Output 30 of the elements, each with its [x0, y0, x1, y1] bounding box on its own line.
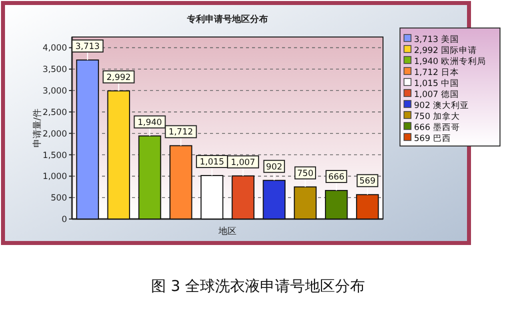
- data-label: 1,007: [230, 158, 256, 168]
- legend-label: 1,007 德国: [414, 89, 460, 100]
- data-label: 569: [359, 176, 376, 187]
- legend-label: 1,015 中国: [414, 78, 460, 89]
- legend-label: 750 加拿大: [414, 111, 460, 122]
- legend-label: 569 巴西: [414, 134, 451, 144]
- y-tick-label: 3,000: [42, 86, 67, 97]
- legend-label: 902 澳大利亚: [414, 100, 469, 111]
- y-tick-label: 2,000: [42, 129, 67, 140]
- data-label: 1,940: [138, 118, 162, 128]
- data-label: 2,992: [106, 72, 131, 83]
- data-label: 1,015: [200, 158, 224, 168]
- data-label: 750: [297, 168, 314, 179]
- y-axis-title: 申请量/件: [32, 108, 43, 148]
- data-label: 1,712: [168, 128, 194, 138]
- y-tick-label: 3,500: [42, 65, 67, 76]
- y-tick-label: 0: [62, 215, 67, 225]
- chart-title: 专利申请号地区分布: [186, 14, 268, 25]
- y-tick-label: 4,000: [42, 44, 67, 54]
- caption: 图 3 全球洗衣液申请号地区分布: [150, 277, 366, 295]
- y-tick-label: 500: [50, 194, 67, 204]
- data-label: 666: [328, 172, 344, 182]
- data-label: 3,713: [75, 42, 100, 52]
- legend-label: 666 墨西哥: [414, 122, 460, 133]
- data-label: 902: [266, 162, 282, 172]
- y-tick-label: 1,000: [42, 172, 67, 182]
- x-axis-title: 地区: [218, 226, 236, 237]
- y-tick-label: 2,500: [42, 108, 67, 118]
- y-tick-label: 1,500: [42, 150, 67, 161]
- legend-label: 1,712 日本: [414, 67, 460, 78]
